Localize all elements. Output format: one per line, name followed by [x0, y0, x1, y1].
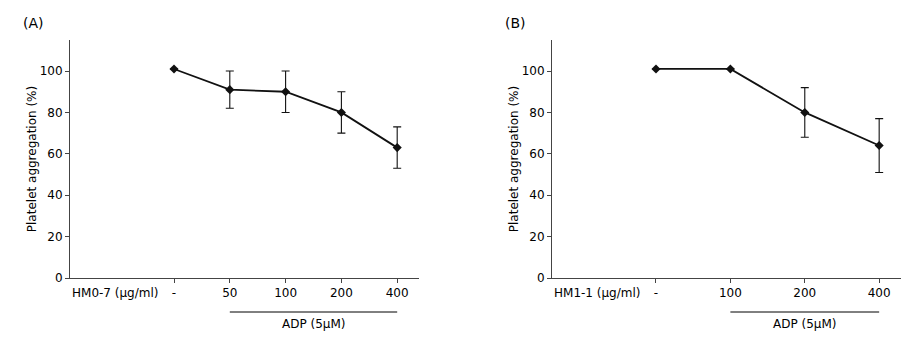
svg-text:60: 60 [529, 147, 544, 161]
svg-text:HM0-7 (μg/ml): HM0-7 (μg/ml) [72, 286, 158, 300]
svg-text:ADP (5μM): ADP (5μM) [773, 317, 837, 331]
svg-text:-: - [172, 286, 176, 300]
svg-text:Platelet aggregation (%): Platelet aggregation (%) [25, 86, 39, 232]
svg-text:-: - [654, 286, 658, 300]
svg-text:200: 200 [793, 286, 816, 300]
svg-text:400: 400 [868, 286, 891, 300]
svg-text:100: 100 [522, 64, 545, 78]
svg-text:(A): (A) [23, 15, 44, 31]
svg-text:100: 100 [719, 286, 742, 300]
svg-text:20: 20 [47, 230, 62, 244]
svg-text:HM1-1 (μg/ml): HM1-1 (μg/ml) [554, 286, 640, 300]
svg-text:40: 40 [47, 188, 62, 202]
svg-text:80: 80 [529, 106, 544, 120]
svg-text:200: 200 [330, 286, 353, 300]
svg-text:80: 80 [47, 106, 62, 120]
svg-text:20: 20 [529, 230, 544, 244]
svg-text:ADP (5μM): ADP (5μM) [282, 317, 346, 331]
svg-text:50: 50 [222, 286, 237, 300]
svg-text:Platelet aggregation (%): Platelet aggregation (%) [507, 86, 521, 232]
svg-text:60: 60 [47, 147, 62, 161]
svg-text:0: 0 [537, 271, 545, 285]
svg-text:(B): (B) [505, 15, 526, 31]
svg-text:100: 100 [40, 64, 63, 78]
svg-text:40: 40 [529, 188, 544, 202]
svg-text:100: 100 [274, 286, 297, 300]
svg-text:0: 0 [55, 271, 63, 285]
svg-text:400: 400 [386, 286, 409, 300]
